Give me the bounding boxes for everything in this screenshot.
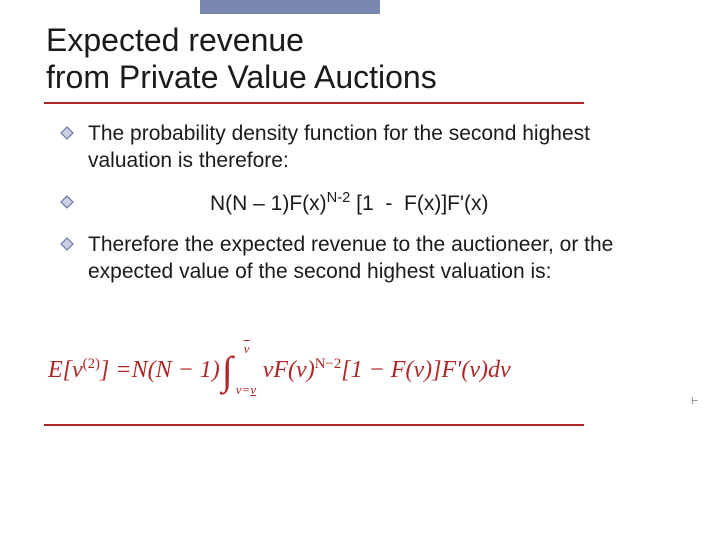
eq-integrand-b: [1 − F(v)]F′(v)dv [341, 357, 510, 383]
diamond-bullet-icon [60, 126, 74, 140]
eq-lhs-close: ] = [100, 357, 132, 383]
eq-integrand-a: vF(v) [263, 357, 315, 383]
title-underline [44, 102, 584, 104]
bullet-text: The probability density function for the… [88, 120, 670, 175]
eq-integrand: vF(v)N−2[1 − F(v)]F′(v)dv [263, 356, 511, 384]
inline-formula: N(N – 1)F(x)N-2 [1 - F(x)]F'(x) [210, 189, 489, 217]
eq-integrand-sup: N−2 [315, 356, 342, 372]
diamond-bullet-icon [60, 195, 74, 209]
diamond-bullet-icon [60, 237, 74, 251]
eq-lhs-a: E[v [48, 357, 83, 383]
bullet-item: Therefore the expected revenue to the au… [60, 231, 670, 286]
title-line-1: Expected revenue [46, 22, 304, 58]
integral-lower-limit: v=v [236, 382, 256, 398]
display-equation: E[v(2)] = N(N − 1) ∫ v v=v vF(v)N−2[1 − … [48, 340, 660, 400]
formula-indent [60, 189, 210, 209]
bottom-accent-line [44, 424, 584, 426]
title-line-2: from Private Value Auctions [46, 59, 437, 95]
slide-title: Expected revenue from Private Value Auct… [46, 22, 680, 96]
header-accent-bar [200, 0, 380, 14]
formula-row: N(N – 1)F(x)N-2 [1 - F(x)]F'(x) [60, 189, 670, 217]
integral-symbol: ∫ v v=v [222, 347, 233, 394]
integral-upper-limit: v [244, 341, 250, 357]
eq-lhs-sup: (2) [83, 356, 100, 372]
cursor-mark: ⊢ [691, 394, 698, 407]
eq-coef: N(N − 1) [132, 357, 220, 384]
slide-body: The probability density function for the… [60, 120, 670, 299]
bullet-item: The probability density function for the… [60, 120, 670, 175]
bullet-text: Therefore the expected revenue to the au… [88, 231, 670, 286]
eq-lhs: E[v(2)] = [48, 356, 132, 384]
